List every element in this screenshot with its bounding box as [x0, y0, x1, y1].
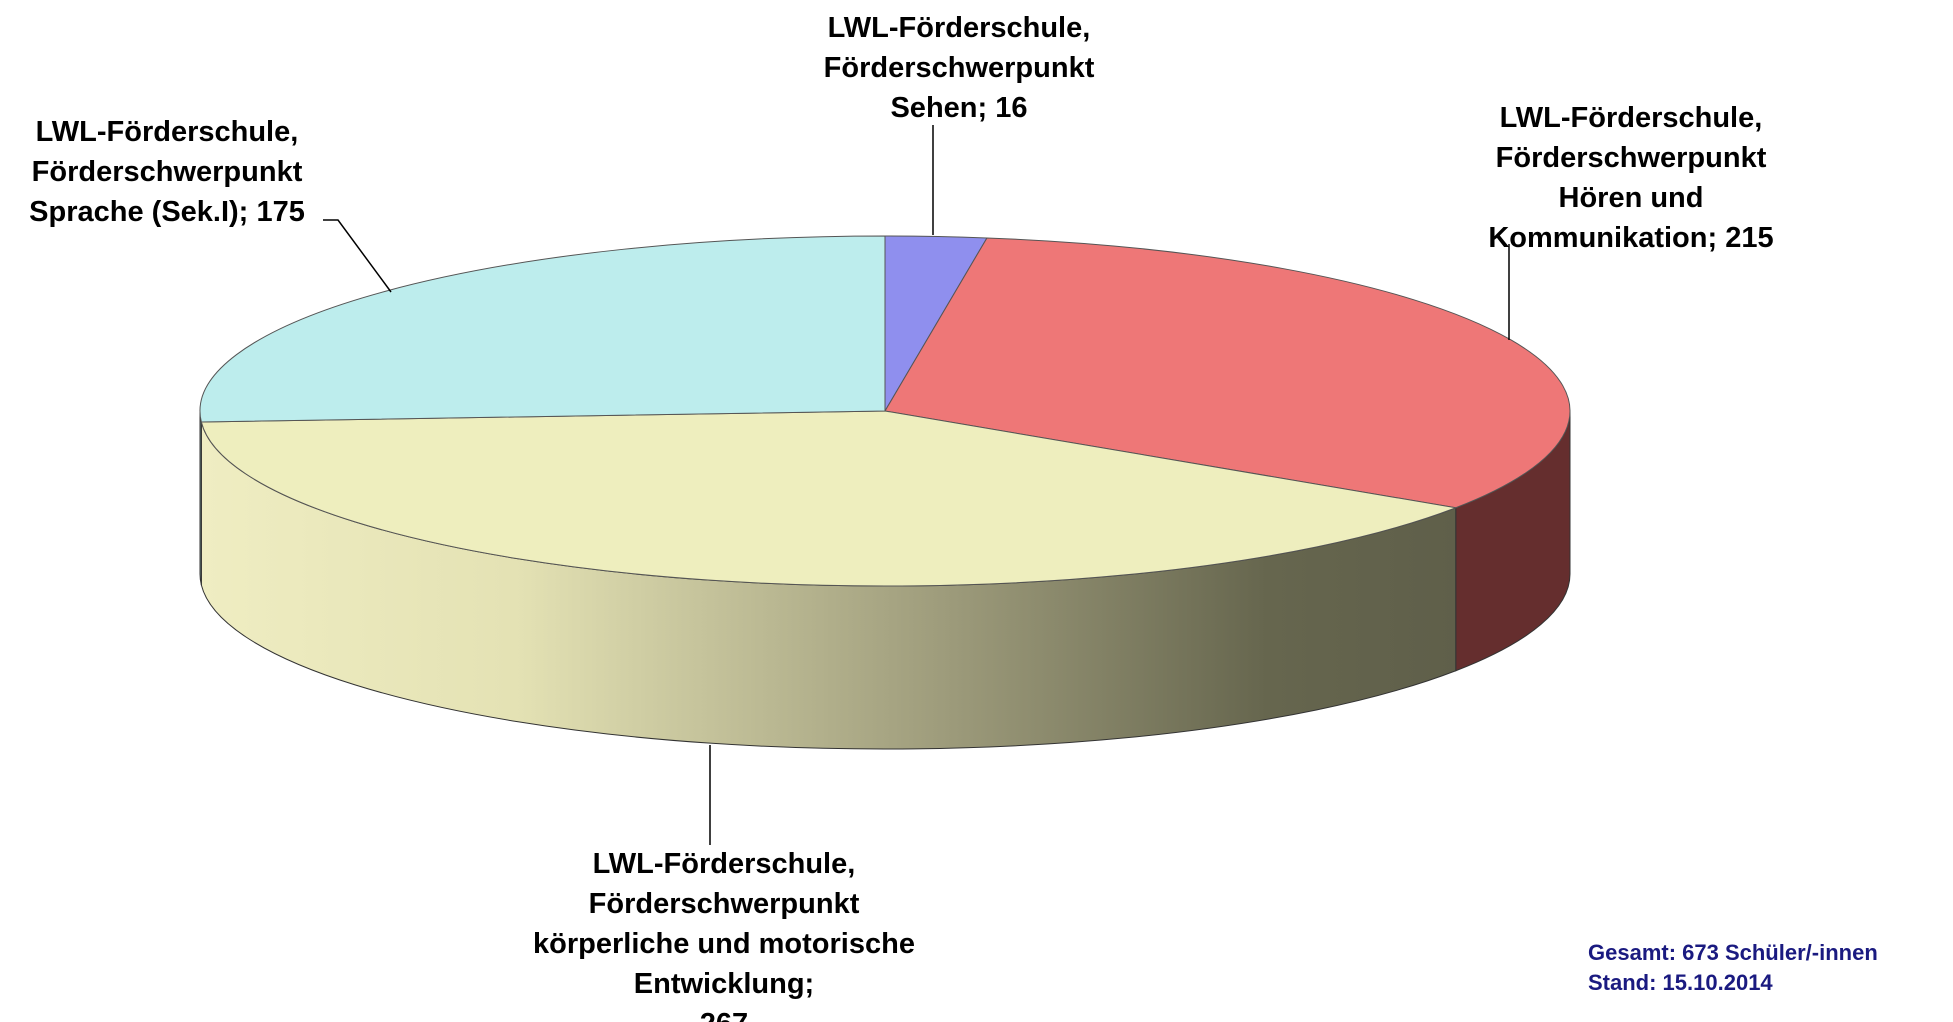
- value-label: 175: [256, 196, 305, 228]
- value-label: 267: [524, 1004, 924, 1022]
- category-label: LWL-Förderschule, Förderschwerpunkt Höre…: [1488, 102, 1767, 254]
- category-label: LWL-Förderschule, Förderschwerpunkt Sehe…: [823, 12, 1095, 124]
- value-label: 16: [995, 92, 1028, 124]
- annotation: Stand: 15.10.2014: [1588, 970, 1773, 995]
- data-label: LWL-Förderschule, Förderschwerpunkt Sehe…: [794, 8, 1124, 128]
- leader-line: [323, 219, 392, 293]
- data-label: LWL-Förderschule, Förderschwerpunkt Höre…: [1461, 98, 1801, 258]
- data-label: LWL-Förderschule, Förderschwerpunkt körp…: [524, 844, 924, 1022]
- annotation: Gesamt: 673 Schüler/-innen: [1588, 940, 1878, 965]
- category-label: LWL-Förderschule, Förderschwerpunkt körp…: [533, 848, 915, 1000]
- slice: [199, 235, 886, 423]
- data-label: LWL-Förderschule, Förderschwerpunkt Spra…: [0, 112, 337, 232]
- slice-side: [199, 410, 202, 586]
- value-label: 215: [1725, 222, 1774, 254]
- slice: [200, 410, 1458, 587]
- category-label: LWL-Förderschule, Förderschwerpunkt Spra…: [29, 116, 303, 228]
- slice: [884, 237, 1571, 509]
